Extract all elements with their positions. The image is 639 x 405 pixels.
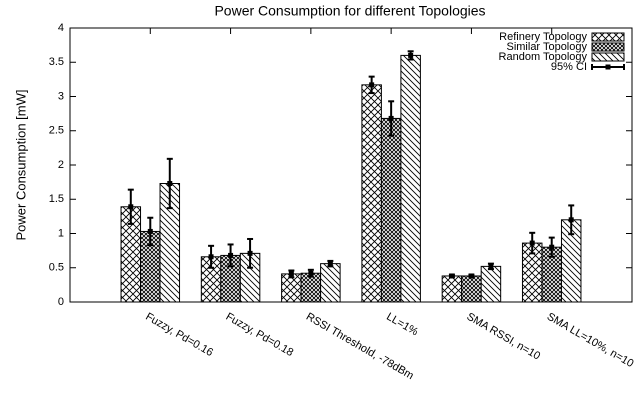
error-bar-part — [208, 254, 214, 260]
legend-label: Refinery Topology — [499, 31, 587, 43]
y-tick-label: 4 — [58, 22, 64, 34]
bar — [400, 54, 421, 303]
error-bar — [307, 268, 314, 278]
bar — [380, 117, 402, 303]
error-bar-part — [167, 180, 173, 186]
error-bar-part — [369, 82, 375, 88]
bar — [480, 265, 502, 303]
error-bar-part — [388, 115, 394, 121]
error-bar — [288, 269, 295, 279]
error-bar-part — [228, 252, 234, 258]
error-bar-part — [147, 228, 153, 234]
error-bar — [529, 231, 536, 255]
error-bar-part — [449, 273, 455, 279]
y-tick-label: 0.5 — [49, 262, 64, 274]
x-tick-label: Fuzzy, Pd=0.16 — [143, 311, 215, 359]
error-bar-part — [128, 204, 134, 210]
error-bar — [147, 216, 154, 247]
error-bar — [487, 262, 494, 271]
y-tick-label: 1.5 — [49, 193, 64, 205]
error-bar-part — [327, 261, 333, 267]
error-bar-part — [488, 263, 494, 269]
x-tick-label: SMA RSSI, n=10 — [464, 311, 542, 363]
error-bar — [208, 244, 215, 269]
legend-ci — [605, 64, 611, 70]
y-tick-label: 3 — [58, 90, 64, 102]
error-bar — [166, 157, 173, 210]
legend-label: 95% CI — [551, 61, 587, 73]
error-bar-part — [549, 244, 555, 250]
error-bar-part — [408, 52, 414, 58]
legend-swatch — [591, 52, 625, 62]
error-bar — [227, 243, 234, 268]
error-bar — [468, 273, 475, 279]
legend-swatch — [591, 42, 625, 52]
error-bar-part — [247, 250, 253, 256]
y-tick-label: 2.5 — [49, 125, 64, 137]
error-bar-part — [468, 273, 474, 279]
y-tick-label: 3.5 — [49, 56, 64, 68]
error-bar — [127, 188, 134, 225]
error-bar-part — [288, 271, 294, 277]
error-bar — [247, 237, 254, 269]
error-bar-part — [568, 217, 574, 223]
y-tick-label: 2 — [58, 159, 64, 171]
error-bar — [388, 100, 395, 137]
x-tick-label: Fuzzy, Pd=0.18 — [224, 311, 296, 359]
chart-title: Power Consumption for different Topologi… — [214, 3, 485, 19]
error-bar — [327, 259, 334, 268]
bar — [461, 275, 482, 303]
error-bar-part — [529, 240, 535, 246]
y-axis-label: Power Consumption [mW] — [13, 90, 28, 241]
x-tick-label: LL=1% — [384, 311, 420, 339]
error-bar — [548, 236, 555, 258]
error-bar — [368, 75, 375, 95]
error-bar-part — [308, 270, 314, 276]
error-bar — [448, 273, 455, 279]
error-bar — [407, 50, 414, 61]
bar — [441, 275, 463, 303]
y-tick-label: 1 — [58, 227, 64, 239]
y-tick-label: 0 — [58, 296, 64, 308]
legend-label: Random Topology — [499, 51, 588, 63]
error-bar — [568, 204, 575, 236]
x-tick-label: SMA LL=10%, n=10 — [545, 311, 636, 370]
legend-swatch — [591, 32, 625, 42]
legend-label: Similar Topology — [506, 41, 587, 53]
bar — [320, 263, 341, 303]
bar — [361, 84, 382, 303]
